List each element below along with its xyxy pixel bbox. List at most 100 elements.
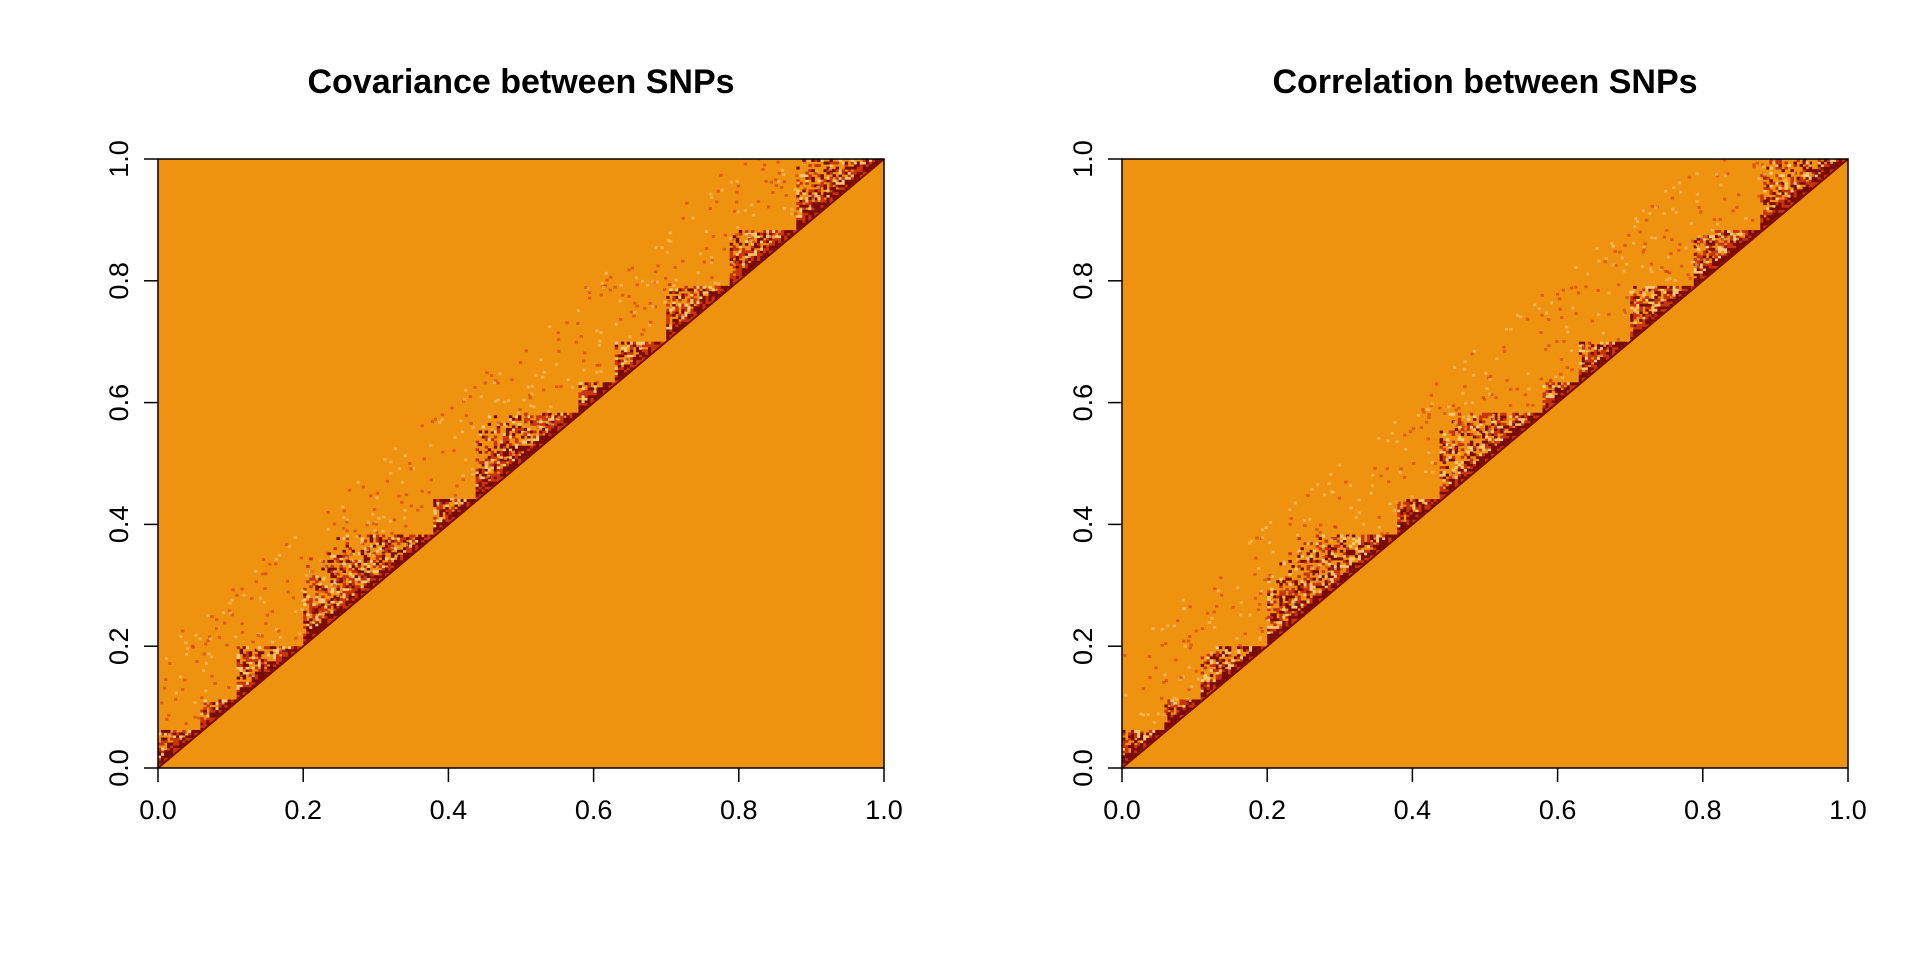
heatmap-cell <box>660 341 664 345</box>
heatmap-cell <box>239 671 244 675</box>
heatmap-cell <box>1348 565 1353 568</box>
heatmap-cell <box>1466 443 1471 447</box>
heatmap-cell <box>351 552 356 556</box>
heatmap-cell <box>1633 293 1637 297</box>
heatmap-cell <box>409 504 414 508</box>
heatmap-cell <box>1711 242 1716 246</box>
heatmap-cell <box>1185 704 1189 708</box>
heatmap-cell <box>1315 595 1320 599</box>
heatmap-cell <box>1285 603 1289 606</box>
heatmap-cell <box>1445 478 1450 482</box>
heatmap-cell <box>387 537 392 541</box>
heatmap-cell <box>524 450 528 454</box>
heatmap-cell <box>1523 393 1528 397</box>
heatmap-cell <box>478 491 483 495</box>
heatmap-cell <box>357 562 362 566</box>
heatmap-cell <box>1654 301 1658 305</box>
heatmap-cell <box>485 371 489 375</box>
heatmap-cell <box>1448 450 1453 454</box>
heatmap-cell <box>566 415 570 419</box>
heatmap-cell <box>493 463 498 467</box>
heatmap-cell <box>260 663 265 667</box>
heatmap-cell <box>1500 415 1504 419</box>
heatmap-cell <box>204 662 209 665</box>
heatmap-cell <box>499 473 504 477</box>
heatmap-cell <box>1478 460 1483 464</box>
heatmap-cell <box>254 653 259 657</box>
heatmap-cell <box>1717 263 1722 266</box>
heatmap-cell <box>1221 676 1226 680</box>
heatmap-cell <box>306 625 310 629</box>
heatmap-cell <box>231 588 235 592</box>
heatmap-cell <box>531 438 535 442</box>
heatmap-cell <box>245 666 250 670</box>
heatmap-cell <box>1808 169 1813 173</box>
heatmap-cell <box>814 212 818 216</box>
heatmap-cell <box>424 537 428 541</box>
heatmap-cell <box>421 537 425 541</box>
heatmap-cell <box>1370 554 1374 558</box>
heatmap-cell <box>1357 562 1362 566</box>
heatmap-cell <box>711 293 715 297</box>
heatmap-cell <box>1327 567 1332 571</box>
heatmap-cell <box>285 651 289 655</box>
heatmap-cell <box>321 605 325 609</box>
heatmap-cell <box>1645 313 1649 317</box>
heatmap-cell <box>817 191 821 195</box>
heatmap-cell <box>1430 501 1434 505</box>
heatmap-cell <box>363 547 368 551</box>
heatmap-cell <box>1469 422 1474 426</box>
heatmap-cell <box>378 554 383 558</box>
heatmap-cell <box>257 651 262 655</box>
heatmap-cell <box>1409 501 1413 505</box>
heatmap-cell <box>1509 420 1513 424</box>
heatmap-cell <box>188 732 192 736</box>
heatmap-cell <box>1442 471 1447 475</box>
heatmap-cell <box>1267 592 1271 596</box>
heatmap-cell <box>1790 169 1794 173</box>
heatmap-cell <box>1342 544 1347 548</box>
heatmap-cell <box>648 344 652 348</box>
heatmap-cell <box>1227 658 1232 662</box>
heatmap-cell <box>161 752 165 756</box>
heatmap-cell <box>1723 255 1728 259</box>
heatmap-cell <box>1454 466 1459 469</box>
heatmap-cell <box>572 415 576 419</box>
heatmap-cell <box>1125 745 1129 749</box>
heatmap-cell <box>1599 341 1604 345</box>
heatmap-cell <box>1817 174 1822 178</box>
heatmap-cell <box>372 577 377 581</box>
heatmap-cell <box>381 547 386 551</box>
heatmap-cell <box>605 382 610 386</box>
heatmap-cell <box>1488 377 1492 381</box>
heatmap-cell <box>502 435 507 439</box>
heatmap-cell <box>505 448 510 452</box>
heatmap-cell <box>702 260 706 264</box>
heatmap-cell <box>1425 408 1429 411</box>
heatmap-cell <box>502 438 507 442</box>
heatmap-cell <box>1227 663 1232 667</box>
heatmap-cell <box>1739 242 1743 246</box>
heatmap-cell <box>1291 595 1295 599</box>
heatmap-cell <box>1761 165 1766 168</box>
heatmap-cell <box>1787 197 1791 200</box>
heatmap-cell <box>1778 174 1782 178</box>
heatmap-cell <box>325 598 330 602</box>
heatmap-cell <box>493 430 498 434</box>
heatmap-cell <box>614 344 619 348</box>
heatmap-cell <box>158 760 162 764</box>
heatmap-cell <box>1733 242 1737 246</box>
heatmap-cell <box>1730 245 1734 249</box>
heatmap-cell <box>1551 400 1555 403</box>
heatmap-cell <box>1524 420 1528 424</box>
heatmap-cell <box>511 458 516 462</box>
heatmap-cell <box>366 557 371 561</box>
heatmap-cell <box>1439 466 1444 469</box>
heatmap-cell <box>366 577 371 581</box>
heatmap-cell <box>236 661 241 665</box>
heatmap-cell <box>1137 729 1141 733</box>
heatmap-cell <box>1775 159 1779 162</box>
heatmap-cell <box>1409 511 1413 515</box>
heatmap-cell <box>1306 557 1310 561</box>
heatmap-cell <box>1530 415 1534 419</box>
